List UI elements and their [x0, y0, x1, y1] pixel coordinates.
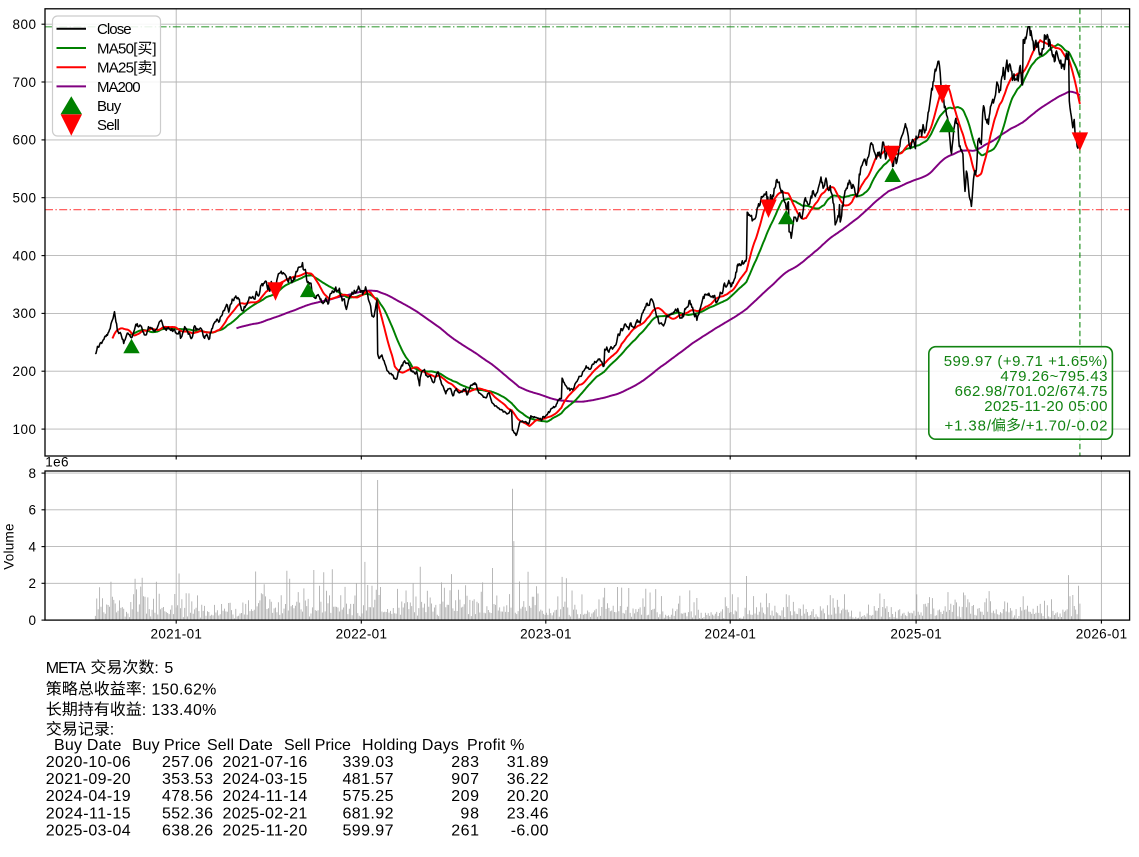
svg-text:700: 700 — [13, 75, 37, 90]
svg-text:Buy: Buy — [97, 98, 122, 115]
svg-text:Sell: Sell — [97, 117, 120, 134]
svg-text:907: 907 — [451, 771, 479, 788]
svg-text:400: 400 — [13, 248, 37, 263]
svg-text:209: 209 — [451, 788, 479, 805]
svg-text:Buy Price: Buy Price — [132, 737, 201, 754]
svg-text:800: 800 — [13, 17, 37, 32]
svg-text:: 133.40%: : 133.40% — [142, 702, 217, 719]
svg-text:20.20: 20.20 — [507, 788, 549, 805]
svg-text:23.46: 23.46 — [507, 805, 549, 822]
svg-text:36.22: 36.22 — [507, 771, 549, 788]
svg-text:500: 500 — [13, 191, 37, 206]
svg-text:638.26: 638.26 — [162, 822, 213, 839]
svg-text:/+1.70/-0.02: /+1.70/-0.02 — [1021, 417, 1108, 434]
svg-text:478.56: 478.56 — [162, 788, 213, 805]
svg-text:2025-11-20 05:00: 2025-11-20 05:00 — [984, 398, 1107, 415]
svg-text:600: 600 — [13, 133, 37, 148]
svg-text:]: ] — [152, 60, 156, 77]
svg-text:2022-01: 2022-01 — [336, 627, 387, 642]
svg-text:575.25: 575.25 — [343, 788, 394, 805]
svg-text:Sell Price: Sell Price — [284, 737, 351, 754]
svg-text:2021-07-16: 2021-07-16 — [223, 754, 308, 771]
svg-text:261: 261 — [451, 822, 479, 839]
svg-text:Buy Date: Buy Date — [54, 737, 121, 754]
svg-text:681.92: 681.92 — [343, 805, 394, 822]
svg-text:6: 6 — [28, 503, 36, 518]
svg-text:2025-01: 2025-01 — [890, 627, 941, 642]
svg-text:599.97: 599.97 — [343, 822, 394, 839]
svg-text:MA50[: MA50[ — [97, 40, 138, 57]
svg-text:2024-11-14: 2024-11-14 — [223, 788, 308, 805]
svg-text:662.98/701.02/674.75: 662.98/701.02/674.75 — [955, 383, 1108, 400]
svg-text:Close: Close — [97, 21, 132, 38]
svg-text:100: 100 — [13, 422, 37, 437]
svg-text:2024-01: 2024-01 — [705, 627, 756, 642]
svg-text:2025-11-20: 2025-11-20 — [223, 822, 308, 839]
svg-text:META: META — [46, 660, 86, 677]
svg-text:Sell Date: Sell Date — [207, 737, 273, 754]
svg-text:2023-01: 2023-01 — [520, 627, 571, 642]
svg-text:98: 98 — [460, 805, 479, 822]
svg-text:8: 8 — [28, 466, 36, 481]
svg-text:2021-09-20: 2021-09-20 — [46, 771, 131, 788]
svg-text:2024-04-19: 2024-04-19 — [46, 788, 131, 805]
svg-text:Profit %: Profit % — [467, 737, 524, 754]
svg-text:2020-10-06: 2020-10-06 — [46, 754, 131, 771]
svg-text:]: ] — [152, 40, 156, 57]
svg-text:+1.38/: +1.38/ — [945, 417, 992, 434]
svg-text:MA25[: MA25[ — [97, 60, 138, 77]
svg-text:1e6: 1e6 — [45, 454, 68, 469]
svg-text:Holding Days: Holding Days — [362, 737, 459, 754]
svg-text:479.26~795.43: 479.26~795.43 — [1000, 368, 1107, 385]
svg-text:2024-11-15: 2024-11-15 — [46, 805, 131, 822]
svg-text:MA200: MA200 — [97, 79, 141, 96]
svg-text:-6.00: -6.00 — [511, 822, 549, 839]
svg-text:353.53: 353.53 — [162, 771, 213, 788]
svg-text:2021-01: 2021-01 — [151, 627, 202, 642]
svg-text:0: 0 — [28, 613, 36, 628]
svg-text:2025-03-04: 2025-03-04 — [46, 822, 131, 839]
svg-text:: 150.62%: : 150.62% — [142, 681, 217, 698]
svg-text:339.03: 339.03 — [343, 754, 394, 771]
svg-text:552.36: 552.36 — [162, 805, 213, 822]
svg-text:Volume: Volume — [2, 523, 17, 569]
svg-text:300: 300 — [13, 306, 37, 321]
svg-text:2026-01: 2026-01 — [1076, 627, 1127, 642]
svg-text:257.06: 257.06 — [162, 754, 213, 771]
svg-text:: 5: : 5 — [154, 660, 173, 677]
svg-text:31.89: 31.89 — [507, 754, 549, 771]
svg-text:200: 200 — [13, 364, 37, 379]
svg-text:283: 283 — [451, 754, 479, 771]
svg-text:2024-03-15: 2024-03-15 — [223, 771, 308, 788]
svg-text:2: 2 — [28, 576, 36, 591]
svg-text:4: 4 — [28, 539, 36, 554]
svg-text:2025-02-21: 2025-02-21 — [223, 805, 308, 822]
svg-text::: : — [110, 722, 114, 739]
svg-text:481.57: 481.57 — [343, 771, 394, 788]
svg-text:599.97 (+9.71 +1.65%): 599.97 (+9.71 +1.65%) — [944, 353, 1108, 370]
